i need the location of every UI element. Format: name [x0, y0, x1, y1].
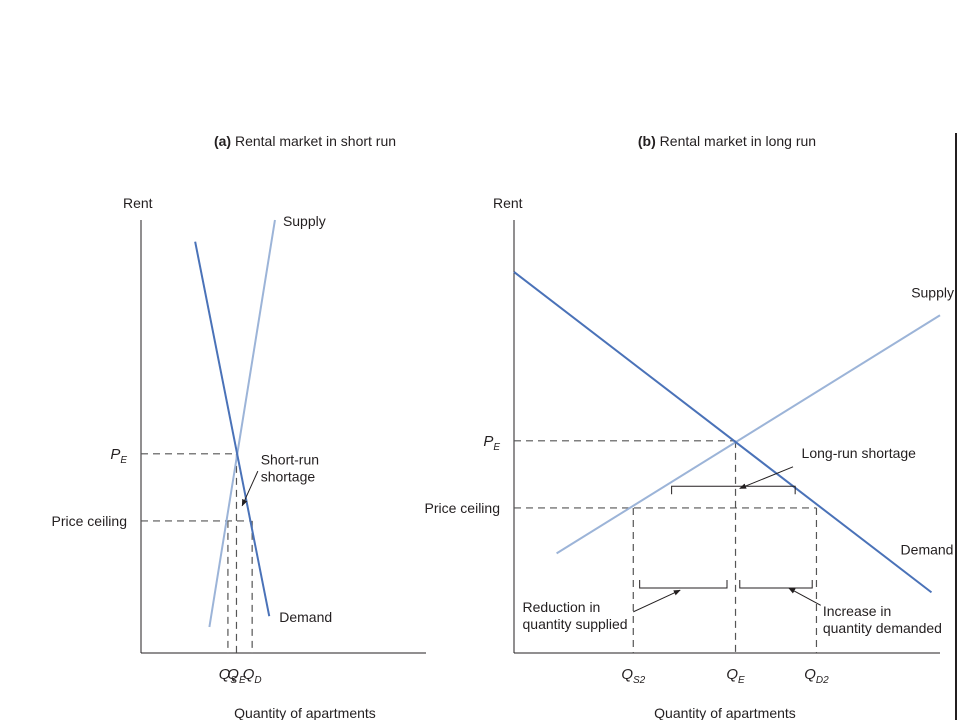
panel-b-title-text: Rental market in long run	[660, 133, 816, 149]
panel-a-annotation-0: Short-run shortage	[261, 452, 319, 485]
panel-b-bracket-2	[671, 485, 796, 495]
panel-b-long-run: (b) Rental market in long run Rent Quant…	[425, 133, 954, 720]
panel-b-y-axis-label: Rent	[493, 195, 523, 211]
panel-b-x-marker-label-2: QD2	[804, 666, 829, 686]
panel-a-label: (a)	[214, 133, 231, 149]
panel-b-annotation-arrow-2	[788, 587, 821, 606]
panel-a-demand-curve	[194, 241, 271, 617]
panel-a-y-axis-label: Rent	[123, 195, 153, 211]
panel-a-supply-label: Supply	[283, 213, 326, 229]
panel-b-demand-curve	[513, 271, 933, 594]
panel-b-annotation-1: Reduction in quantity supplied	[523, 599, 628, 632]
panel-b-annotation-0: Long-run shortage	[802, 445, 917, 461]
panel-b-x-axis-label: Quantity of apartments	[654, 705, 796, 720]
panel-a-y-marker-label-1: Price ceiling	[52, 513, 127, 529]
panel-b-bracket-1	[739, 580, 813, 589]
panel-a-title-text: Rental market in short run	[235, 133, 396, 149]
panel-b-supply-label: Supply	[911, 284, 954, 300]
panel-b-annotation-2: Increase in quantity demanded	[823, 603, 942, 636]
panel-a-x-marker-label-2: QD	[243, 666, 262, 686]
panel-a-demand-label: Demand	[279, 609, 332, 625]
panel-b-demand-label: Demand	[901, 541, 954, 557]
panel-b-y-marker-label-1: Price ceiling	[425, 500, 500, 516]
panel-b-x-marker-label-0: QS2	[621, 666, 645, 686]
panel-a-y-marker-label-0: PE	[110, 446, 127, 466]
panel-b-annotation-arrow-0	[739, 466, 794, 489]
panel-a-short-run: (a) Rental market in short run Rent Quan…	[52, 133, 426, 720]
panel-b-supply-curve	[556, 314, 941, 555]
panel-b-marks: PE Price ceiling QS2 QE QD2 Supply Demand Long-…	[425, 271, 954, 686]
panel-b-label: (b)	[638, 133, 656, 149]
panel-b-y-marker-label-0: PE	[483, 433, 500, 453]
panel-a-x-marker-label-0: QS	[219, 666, 238, 686]
panel-a-x-marker-label-1: QE	[227, 666, 246, 686]
panel-b-title: (b) Rental market in long run	[638, 133, 816, 149]
panel-a-supply-curve	[208, 219, 276, 628]
panel-a-x-axis-label: Quantity of apartments	[234, 705, 376, 720]
panel-a-annotation-arrow-0	[241, 470, 259, 507]
panel-a-title: (a) Rental market in short run	[214, 133, 396, 149]
panel-b-annotation-arrow-1	[633, 589, 681, 613]
panel-b-bracket-0	[639, 580, 728, 589]
panel-b-x-marker-label-1: QE	[726, 666, 745, 686]
